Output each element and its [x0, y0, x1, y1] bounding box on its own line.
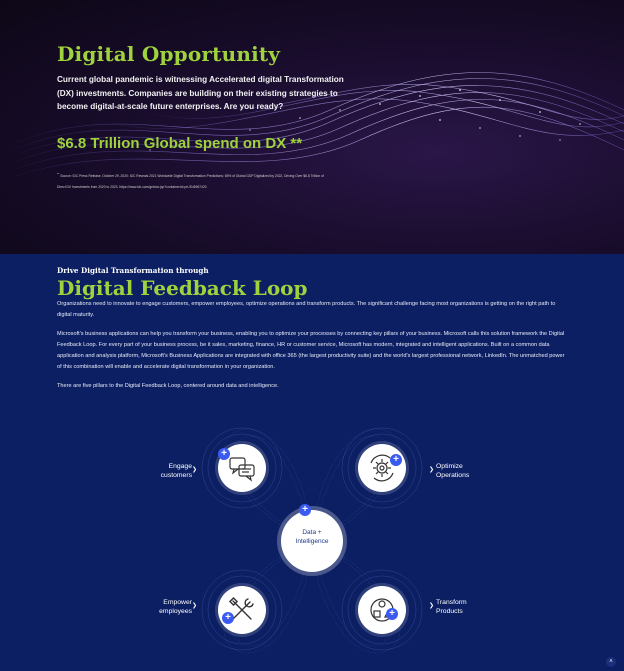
footnote-text: Source: IDC Press Release, October 29, 2… [60, 174, 324, 179]
optimize-operations-node[interactable] [358, 444, 406, 492]
transform-arrow-icon: ❯ [429, 603, 435, 609]
loop-paragraph-1: Organizations need to innovate to engage… [57, 301, 556, 318]
loop-pretitle: Drive Digital Transformation through [57, 266, 209, 275]
loop-title: Digital Feedback Loop [57, 276, 308, 300]
engage-label: Engage customers [160, 463, 192, 479]
optimize-label: Optimize Operations [436, 463, 470, 479]
footnote-marker: ** [57, 172, 60, 176]
loop-rings-graphic [201, 427, 423, 654]
chat-bubbles-icon [229, 457, 255, 482]
loop-paragraph-3: There are five pillars to the Digital Fe… [57, 383, 279, 389]
engage-plus-icon[interactable]: + [218, 448, 230, 460]
transform-plus-icon[interactable]: + [386, 608, 398, 620]
empower-label: Empower employees [159, 599, 192, 615]
empower-arrow-icon: ❯ [192, 603, 198, 609]
hero-footnote-line2[interactable]: Direct DX Investments from 2020 to 2023.… [57, 185, 207, 189]
center-line2: Intelligence [295, 538, 329, 545]
particle-wave-graphic [0, 72, 624, 183]
optimize-plus-icon[interactable]: + [390, 454, 402, 466]
hero-section: Digital Opportunity Current global pande… [0, 0, 624, 254]
engage-arrow-icon: ❯ [192, 467, 198, 473]
transform-label: Transform Products [436, 599, 467, 615]
hero-spend-stat: $6.8 Trillion Global spend on DX ** [57, 135, 303, 152]
engage-customers-node[interactable] [218, 444, 266, 492]
optimize-arrow-icon: ❯ [429, 467, 435, 473]
feedback-loop-diagram: Engage customers ❯ + + ❯ Optimize [150, 420, 480, 660]
loop-paragraph-2: Microsoft's business applications can he… [57, 331, 565, 370]
hero-description: Current global pandemic is witnessing Ac… [57, 75, 344, 111]
gear-cycle-icon [370, 454, 394, 482]
data-intelligence-center[interactable]: Data + Intelligence [281, 510, 343, 572]
center-line1: Data + [302, 529, 322, 536]
hero-footnote-line1: ** Source: IDC Press Release, October 29… [57, 172, 357, 178]
empower-employees-node[interactable] [218, 586, 266, 634]
scroll-to-top-button[interactable]: ˄ [606, 657, 616, 667]
center-plus-icon[interactable]: + [299, 504, 311, 516]
tools-icon [228, 596, 254, 620]
hero-title: Digital Opportunity [57, 42, 281, 66]
chevron-up-icon: ˄ [609, 659, 613, 665]
empower-plus-icon[interactable]: + [222, 612, 234, 624]
transform-products-node[interactable] [358, 586, 406, 634]
